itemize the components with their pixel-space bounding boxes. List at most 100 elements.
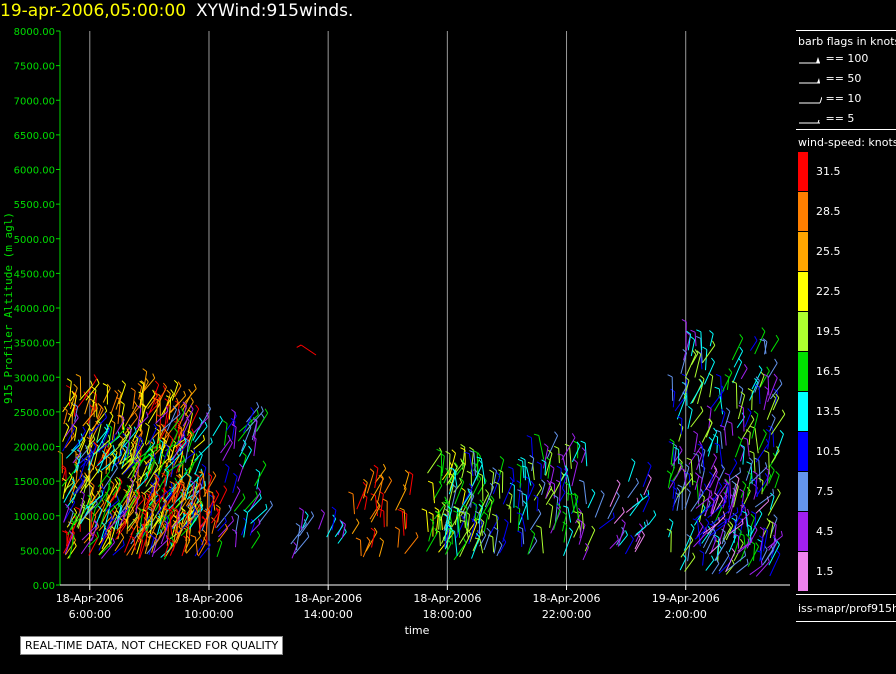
wind-barb-flag — [102, 450, 107, 455]
wind-barb — [673, 445, 677, 469]
wind-barb-flag — [190, 404, 194, 410]
wind-barb-flag — [714, 442, 720, 446]
wind-barb — [67, 545, 77, 559]
wind-barb-flag — [177, 513, 181, 519]
wind-barb — [746, 439, 750, 457]
wind-barb — [244, 495, 258, 511]
wind-barb — [237, 467, 244, 482]
wind-barb — [181, 482, 185, 502]
wind-barb-flag — [728, 505, 730, 511]
wind-barb — [458, 493, 471, 513]
wind-barb — [444, 526, 450, 548]
wind-barb-flag — [469, 483, 473, 489]
wind-barb — [739, 388, 744, 405]
wind-barb-flag — [189, 480, 195, 484]
wind-barb — [529, 513, 542, 531]
wind-barb-flag — [585, 542, 589, 548]
wind-barb — [88, 485, 95, 507]
wind-barb-flag — [259, 493, 262, 499]
wind-barb-flag — [554, 431, 558, 436]
wind-barb — [112, 452, 118, 465]
wind-barb-flag — [75, 456, 80, 461]
wind-barb — [667, 473, 672, 488]
wind-barb — [134, 440, 144, 458]
wind-barb — [90, 390, 97, 414]
wind-barb-flag — [767, 425, 773, 429]
wind-barb — [702, 553, 705, 566]
wind-barb — [118, 451, 126, 465]
wind-barb-flag — [163, 507, 168, 512]
wind-barb — [521, 513, 526, 532]
wind-barb-flag — [138, 507, 143, 512]
wind-barb-flag — [257, 487, 262, 492]
wind-barb — [341, 524, 346, 539]
wind-barb-flag — [462, 504, 468, 508]
wind-barb — [670, 441, 675, 465]
wind-barb-flag — [198, 450, 203, 456]
wind-barb-flag — [460, 447, 466, 451]
wind-barb-flag — [750, 513, 755, 519]
wind-barb-flag — [187, 430, 192, 435]
wind-barb — [709, 543, 721, 555]
wind-barb-flag — [175, 474, 181, 479]
x-tick-time: 10:00:00 — [184, 608, 233, 621]
wind-barb — [182, 409, 194, 427]
wind-barb-flag — [746, 461, 752, 465]
wind-barb — [427, 451, 443, 474]
wind-barb — [125, 508, 131, 524]
wind-barb-flag — [699, 522, 704, 527]
wind-barb — [212, 420, 223, 437]
wind-barb — [114, 537, 125, 552]
wind-barb — [71, 395, 77, 418]
wind-barb — [668, 466, 683, 490]
wind-barb-flag — [91, 492, 96, 498]
wind-barb-flag — [543, 443, 549, 448]
wind-barb-flag — [306, 531, 310, 537]
wind-barb-flag — [331, 506, 337, 511]
wind-barb-flag — [132, 518, 138, 522]
wind-barb — [672, 391, 676, 408]
wind-barb-flag — [744, 550, 747, 556]
wind-barb — [199, 544, 211, 559]
wind-barb — [64, 435, 75, 449]
wind-barb-flag — [666, 470, 672, 475]
wind-barb-flag — [257, 518, 261, 524]
wind-barb — [710, 390, 725, 409]
wind-barb-flag — [71, 478, 76, 483]
wind-barb — [180, 388, 197, 409]
wind-barb-flag — [117, 479, 122, 484]
wind-barb — [163, 539, 171, 558]
wind-barb-flag — [475, 533, 480, 538]
wind-barb — [567, 507, 572, 523]
wind-barb-flag — [561, 487, 566, 493]
wind-barb — [582, 546, 590, 561]
wind-barb — [609, 539, 619, 550]
wind-barb — [231, 421, 236, 440]
wind-barb-flag — [682, 349, 687, 354]
wind-barb — [710, 500, 715, 514]
wind-barb — [169, 544, 176, 556]
wind-barb-flag — [243, 509, 248, 514]
wind-barb — [80, 466, 95, 489]
wind-barb-flag — [114, 478, 118, 484]
wind-barb — [171, 489, 174, 503]
wind-barb-flag — [137, 536, 142, 541]
wind-barb-flag — [773, 538, 778, 543]
wind-barb — [64, 476, 73, 493]
wind-barb — [155, 410, 169, 424]
wind-barb-flag — [170, 389, 174, 394]
wind-barb-flag — [165, 395, 171, 399]
wind-barb — [709, 376, 714, 398]
wind-barb — [697, 378, 705, 405]
wind-barb-flag — [230, 417, 236, 422]
wind-barb — [115, 393, 122, 410]
wind-barb — [79, 385, 93, 401]
wind-barb-flag — [256, 409, 259, 415]
wind-barb-flag — [165, 406, 169, 412]
wind-barb — [496, 516, 499, 530]
wind-barb — [220, 439, 231, 454]
wind-barb — [84, 494, 104, 510]
wind-barb — [224, 467, 230, 483]
wind-barb-flag — [766, 366, 770, 372]
